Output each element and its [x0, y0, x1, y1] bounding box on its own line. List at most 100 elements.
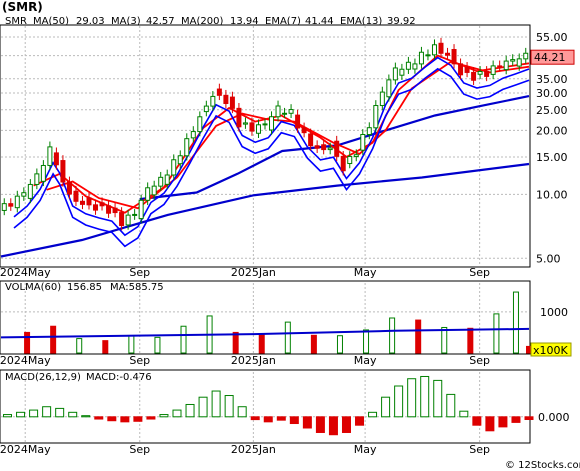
- price-candle-body: [334, 140, 340, 157]
- price-candle-body: [119, 212, 125, 227]
- price-candle-body: [458, 63, 464, 76]
- volume-legend-value: 156.85: [67, 282, 102, 293]
- macd-bar: [211, 390, 221, 418]
- price-y-tick-label: 35.00: [536, 73, 568, 86]
- price-y-tick-label: 15.00: [536, 151, 568, 164]
- macd-x-tick-label: Sep: [129, 443, 150, 456]
- price-candle-body: [99, 202, 105, 207]
- macd-bar: [446, 393, 456, 418]
- price-candle-body: [340, 155, 346, 172]
- price-candle-body: [145, 187, 151, 201]
- macd-bar: [276, 416, 286, 421]
- price-candle-body: [360, 133, 366, 151]
- macd-bar: [498, 416, 508, 428]
- price-candle-body: [86, 197, 92, 206]
- volume-y-tick-labels: 1000: [540, 306, 568, 319]
- price-candle-body: [288, 109, 294, 114]
- price-candle-body: [138, 199, 144, 220]
- price-x-tick-label: May: [354, 266, 377, 279]
- macd-bar: [485, 416, 495, 432]
- volume-bar: [180, 325, 187, 354]
- price-panel-frame: [0, 24, 531, 268]
- price-candle-body: [229, 96, 235, 109]
- price-candle-body: [353, 154, 359, 158]
- price-candle-body: [255, 124, 261, 134]
- last-price-box: [530, 49, 575, 65]
- legend-ema13-label: EMA(13): [340, 16, 382, 27]
- watermark: © 12Stocks.com: [505, 460, 580, 471]
- macd-bar: [146, 416, 156, 420]
- price-candle-body: [405, 61, 411, 70]
- macd-bar: [394, 385, 404, 418]
- volume-x-tick-label: Sep: [469, 354, 490, 367]
- price-x-tick-labels: 2024May Sep 2025Jan May Sep: [0, 266, 490, 279]
- volume-bar: [258, 333, 265, 354]
- macd-x-tick-label: Sep: [469, 443, 490, 456]
- price-candle-body: [347, 156, 353, 165]
- macd-bar: [198, 396, 208, 418]
- volume-bar: [284, 321, 291, 354]
- macd-bar: [263, 416, 273, 423]
- price-candle-body: [262, 123, 268, 126]
- price-candle-body: [66, 181, 72, 195]
- macd-bar: [355, 416, 365, 426]
- price-x-tick-label: Sep: [129, 266, 150, 279]
- macd-bars: [3, 375, 534, 436]
- volume-panel: 1000 2024May Sep 2025Jan May Sep VOLMA(60) 1…: [0, 280, 572, 367]
- price-candle-body: [190, 131, 196, 139]
- volume-bar: [310, 334, 317, 354]
- volume-x-tick-label: May: [354, 354, 377, 367]
- price-candle-body: [464, 66, 470, 73]
- price-candle-body: [21, 192, 27, 197]
- price-candle-body: [412, 63, 418, 70]
- legend-ticker: SMR: [5, 16, 27, 27]
- price-candle-body: [516, 58, 522, 67]
- price-candle-body: [151, 185, 157, 196]
- volume-y-tick-label: 1000: [540, 306, 568, 319]
- price-candle-body: [366, 127, 372, 135]
- price-x-tick-label: Sep: [469, 266, 490, 279]
- price-panel: 55.0045.0035.0030.0025.0020.0015.0010.00…: [0, 16, 575, 279]
- price-candle-body: [132, 213, 138, 216]
- macd-bar: [224, 395, 234, 418]
- volume-bar: [441, 326, 448, 354]
- volume-unit-box: [530, 342, 572, 357]
- price-candle-body: [112, 207, 118, 214]
- macd-bar: [159, 414, 169, 418]
- price-candle-body: [418, 51, 424, 65]
- price-candle-body: [53, 152, 59, 166]
- price-candle-body: [27, 183, 33, 199]
- volume-bars: [24, 291, 532, 354]
- macd-y-tick-label: 0.000: [538, 411, 570, 424]
- price-candle-body: [425, 54, 431, 57]
- price-candle-body: [490, 65, 496, 75]
- price-moving-averages: [0, 54, 530, 258]
- price-candle-body: [471, 71, 477, 81]
- volume-x-tick-label: 2025Jan: [231, 354, 276, 367]
- volume-bar: [232, 331, 239, 354]
- macd-bar: [315, 416, 325, 433]
- macd-bar: [433, 379, 443, 418]
- volume-bar: [363, 329, 370, 354]
- price-candle-body: [14, 195, 20, 209]
- macd-bar: [289, 416, 299, 425]
- price-x-tick-label: 2024May: [0, 266, 51, 279]
- volume-bar: [415, 319, 422, 354]
- price-candle-body: [295, 114, 301, 129]
- macd-bar: [172, 409, 182, 418]
- macd-bar: [120, 416, 130, 423]
- volume-bar: [76, 338, 83, 354]
- macd-x-tick-label: May: [354, 443, 377, 456]
- volume-unit-label: x100K: [533, 344, 569, 357]
- price-series-ema13: [46, 60, 530, 210]
- price-candle-body: [73, 190, 79, 202]
- macd-bar: [42, 406, 52, 418]
- price-candle-body: [477, 70, 483, 75]
- macd-bar: [328, 416, 338, 436]
- volume-bar: [102, 340, 109, 354]
- macd-bar: [302, 416, 312, 429]
- price-legend: SMR MA(50) 29.03 MA(3) 42.57 MA(200) 13.…: [5, 16, 416, 27]
- legend-ema13-value: 39.92: [387, 16, 416, 27]
- macd-panel: 0.000 2024May Sep 2025Jan May Sep MACD(26,12…: [0, 369, 570, 456]
